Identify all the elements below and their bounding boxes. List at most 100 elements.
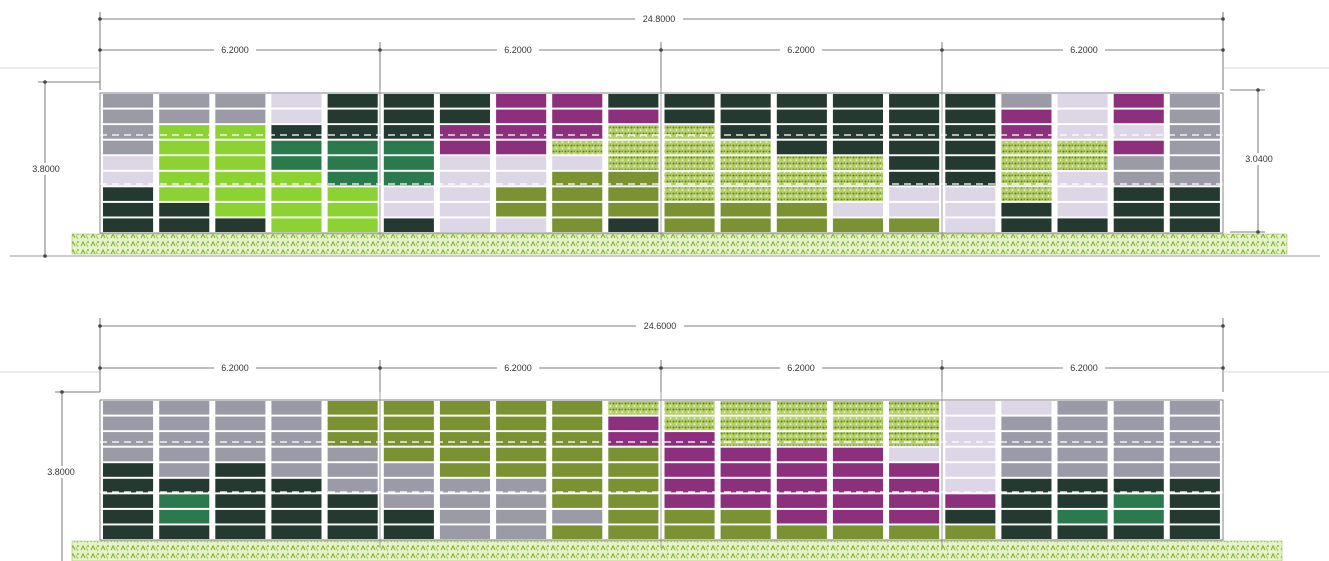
upper-planting-cell [103,202,154,217]
upper-planting-cell [383,171,434,186]
lower-planting-cell [103,478,154,493]
lower-planting-cell [1169,432,1220,446]
lower-planting-cell [215,525,266,539]
lower-planting-cell [776,447,827,462]
upper-planting-cell [103,156,154,170]
lower-planting-cell [327,432,378,446]
upper-planting-cell [383,125,434,139]
upper-planting-cell [327,187,378,201]
upper-planting-cell [271,140,322,155]
lower-planting-cell [608,447,659,462]
lower-planting-cell [1113,401,1164,415]
upper-planting-cell [1113,218,1164,232]
lower-planting-cell [327,447,378,462]
lower-planting-cell [1113,463,1164,477]
upper-right-height-dimension: 3.0400 [1245,154,1273,164]
lower-planting-cell [103,494,154,508]
lower-planting-cell [945,525,996,539]
upper-planting-cell [439,202,490,217]
upper-planting-cell [1057,125,1108,139]
lower-section-dimension-4: 6.2000 [1070,363,1098,373]
lower-planting-cell [552,494,603,508]
upper-planting-cell [776,202,827,217]
upper-planting-cell [215,218,266,232]
lower-planting-cell [945,509,996,524]
upper-planting-cell [1113,202,1164,217]
upper-planting-cell [327,94,378,108]
upper-planting-cell [103,94,154,108]
upper-planting-cell [327,202,378,217]
upper-planting-cell [720,202,771,217]
lower-planting-cell [439,478,490,493]
upper-planting-cell [383,109,434,124]
lower-planting-cell [215,416,266,431]
lower-section-dimension-2: 6.2000 [504,363,532,373]
lower-planting-cell [439,509,490,524]
lower-planting-cell [1113,509,1164,524]
lower-planting-cell [215,401,266,415]
upper-planting-cell [832,140,883,155]
upper-planting-cell [945,171,996,186]
lower-planting-cell [215,494,266,508]
lower-planting-cell [1113,478,1164,493]
lower-planting-cell [664,509,715,524]
lower-planting-cell [271,432,322,446]
upper-planting-cell [889,218,940,232]
upper-speckle-texture [832,171,883,186]
lower-planting-cell [439,494,490,508]
lower-wall-frame [99,399,1224,541]
upper-speckle-texture [664,171,715,186]
upper-planting-cell [552,109,603,124]
lower-planting-cell [889,525,940,539]
upper-planting-cell [159,171,210,186]
lower-planting-cell [159,432,210,446]
lower-planting-cell [159,494,210,508]
lower-planting-cell [608,509,659,524]
upper-planting-cell [215,187,266,201]
upper-speckle-texture [1057,140,1108,155]
upper-planting-cell [496,140,547,155]
lower-planting-cell [1169,525,1220,539]
lower-planting-cell [159,416,210,431]
upper-planting-cell [103,140,154,155]
lower-planting-cell [608,478,659,493]
lower-planting-cell [271,525,322,539]
lower-ground-strip [71,540,1283,561]
upper-planting-cell [327,156,378,170]
upper-planting-cell [496,171,547,186]
lower-speckle-texture [720,401,771,415]
upper-planting-cell [1113,156,1164,170]
upper-speckle-texture [608,125,659,139]
upper-planting-cell [103,218,154,232]
upper-planting-cell [832,125,883,139]
lower-overall-dimension: 24.6000 [644,321,677,331]
upper-speckle-texture [1001,140,1052,155]
upper-speckle-texture [720,171,771,186]
upper-planting-cell [383,187,434,201]
upper-planting-cell [271,125,322,139]
lower-planting-cell [271,401,322,415]
upper-planting-cell [1057,94,1108,108]
upper-planting-cell [103,125,154,139]
lower-planting-cell [552,463,603,477]
upper-planting-cell [327,125,378,139]
upper-speckle-texture [832,187,883,201]
upper-planting-cell [1113,109,1164,124]
lower-planting-cell [832,447,883,462]
upper-planting-cell [608,218,659,232]
lower-planting-cell [496,509,547,524]
lower-planting-cell [1001,463,1052,477]
upper-planting-cell [383,202,434,217]
upper-planting-cell [439,140,490,155]
lower-planting-cell [496,463,547,477]
lower-planting-cell [439,447,490,462]
upper-speckle-texture [720,187,771,201]
lower-height-dimension: 3.8000 [47,467,75,477]
upper-planting-cell [159,202,210,217]
lower-planting-cell [383,463,434,477]
lower-planting-cell [776,478,827,493]
lower-planting-cell [1057,525,1108,539]
upper-speckle-texture [664,187,715,201]
upper-planting-cell [383,94,434,108]
upper-planting-cell [1001,218,1052,232]
